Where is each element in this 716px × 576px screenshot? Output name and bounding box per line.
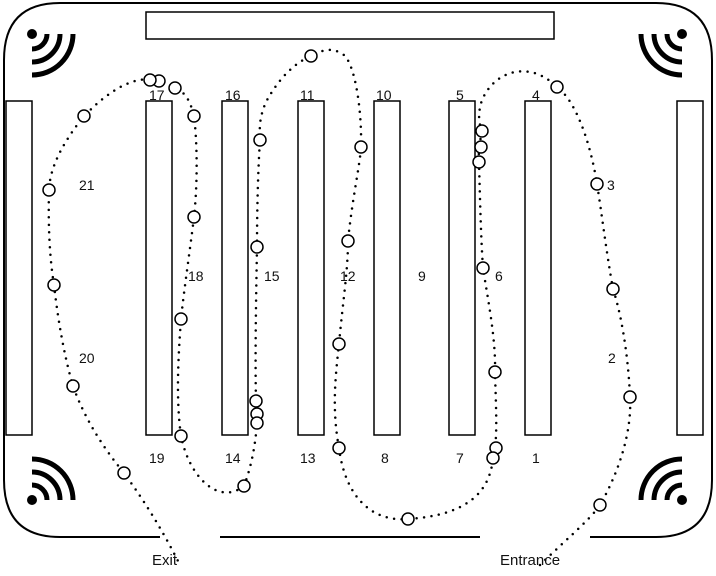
zone-label-13: 13 bbox=[300, 450, 316, 466]
point bbox=[250, 416, 264, 430]
point bbox=[474, 140, 488, 154]
point bbox=[341, 234, 355, 248]
point bbox=[304, 49, 318, 63]
zone-label-19: 19 bbox=[149, 450, 165, 466]
shelf-d bbox=[373, 100, 401, 436]
zone-label-4: 4 bbox=[532, 87, 540, 103]
observation-points bbox=[42, 49, 637, 526]
point bbox=[606, 282, 620, 296]
zone-label-12: 12 bbox=[340, 268, 356, 284]
point bbox=[174, 312, 188, 326]
point bbox=[593, 498, 607, 512]
zone-label-17: 17 bbox=[149, 87, 165, 103]
point bbox=[77, 109, 91, 123]
zone-label-2: 2 bbox=[608, 350, 616, 366]
zone-label-14: 14 bbox=[225, 450, 241, 466]
wifi-signal-icon-top-right bbox=[638, 29, 687, 78]
point bbox=[237, 479, 251, 493]
point bbox=[354, 140, 368, 154]
room-outline bbox=[3, 1, 713, 538]
zone-label-6: 6 bbox=[495, 268, 503, 284]
zone-label-5: 5 bbox=[456, 87, 464, 103]
zone-label-9: 9 bbox=[418, 268, 426, 284]
point bbox=[187, 109, 201, 123]
top-counter bbox=[145, 11, 555, 40]
point bbox=[332, 337, 346, 351]
point bbox=[42, 183, 56, 197]
zone-label-7: 7 bbox=[456, 450, 464, 466]
point bbox=[174, 429, 188, 443]
point bbox=[249, 394, 263, 408]
shelf-a bbox=[145, 100, 173, 436]
point bbox=[47, 278, 61, 292]
wifi-signal-icon-bottom-left bbox=[27, 456, 76, 505]
point bbox=[253, 133, 267, 147]
point bbox=[66, 379, 80, 393]
entrance-label: Entrance bbox=[500, 552, 560, 569]
point bbox=[187, 210, 201, 224]
point bbox=[623, 390, 637, 404]
shelf-b bbox=[221, 100, 249, 436]
zone-label-8: 8 bbox=[381, 450, 389, 466]
point bbox=[332, 441, 346, 455]
zone-label-15: 15 bbox=[264, 268, 280, 284]
point bbox=[590, 177, 604, 191]
shelf-c bbox=[297, 100, 325, 436]
wifi-signal-icon-top-left bbox=[27, 29, 76, 78]
customer-path-dotted bbox=[47, 48, 632, 567]
point bbox=[550, 80, 564, 94]
point bbox=[472, 155, 486, 169]
wifi-signal-icon-bottom-right bbox=[638, 456, 687, 505]
exit-label: Exit bbox=[152, 552, 178, 569]
point bbox=[401, 512, 415, 526]
point bbox=[250, 240, 264, 254]
zone-label-10: 10 bbox=[376, 87, 392, 103]
shelf-e bbox=[448, 100, 476, 436]
point bbox=[476, 261, 490, 275]
right-wall-shelf bbox=[676, 100, 704, 436]
point bbox=[475, 124, 489, 138]
zone-label-16: 16 bbox=[225, 87, 241, 103]
point bbox=[488, 365, 502, 379]
zone-label-20: 20 bbox=[79, 350, 95, 366]
zone-label-1: 1 bbox=[532, 450, 540, 466]
point bbox=[117, 466, 131, 480]
left-wall-shelf bbox=[5, 100, 33, 436]
point bbox=[143, 73, 157, 87]
point bbox=[486, 451, 500, 465]
zone-label-3: 3 bbox=[607, 177, 615, 193]
point bbox=[168, 81, 182, 95]
shelf-f bbox=[524, 100, 552, 436]
zone-label-18: 18 bbox=[188, 268, 204, 284]
zone-label-21: 21 bbox=[79, 177, 95, 193]
zone-label-11: 11 bbox=[300, 87, 315, 103]
